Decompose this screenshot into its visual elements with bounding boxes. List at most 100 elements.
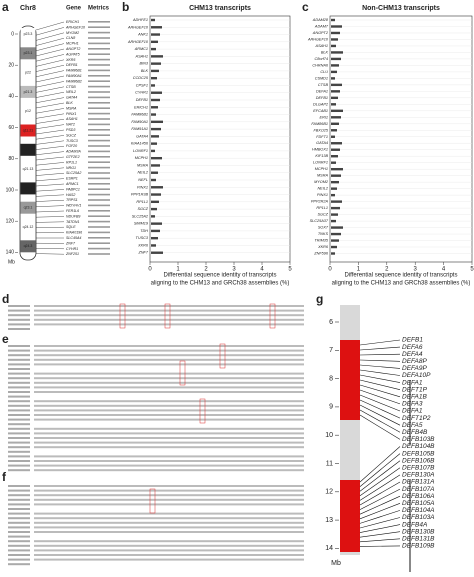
alignment-name — [8, 536, 30, 538]
gene-name: SMIM19 — [134, 222, 149, 226]
alignment-name — [8, 513, 30, 515]
dot-cluster — [151, 41, 158, 43]
band-label: q21.13 — [23, 167, 34, 171]
chrom-label: Chr8 — [20, 5, 36, 12]
dot-cluster — [331, 194, 335, 196]
alignment-name — [8, 508, 30, 510]
alignment-name — [8, 460, 30, 462]
dot-cluster — [151, 121, 163, 123]
gene-name: DEFA5 — [402, 422, 423, 429]
alignment-name — [8, 391, 30, 393]
metrics-placeholder — [88, 253, 110, 255]
gene-name: WDYHV1 — [66, 204, 81, 208]
dot-cluster — [151, 244, 156, 246]
gene-name: DEFB107B — [402, 465, 435, 472]
x-tick-label: 5 — [470, 267, 474, 273]
dot-cluster — [331, 51, 343, 53]
gene-name: TATDN1 — [66, 220, 79, 224]
metrics-placeholder — [88, 178, 110, 180]
metrics-placeholder — [88, 129, 110, 131]
mb-tick-label: 14 — [325, 545, 333, 552]
gene-name: TNKS — [318, 232, 329, 236]
metrics-placeholder — [88, 80, 110, 82]
gene-name: CHRNA6 — [312, 63, 329, 67]
gene-name: DEFA8P — [402, 358, 427, 365]
gene-name: CCDC25 — [133, 76, 149, 80]
gene-name: DEFB131B — [402, 536, 435, 543]
panel-label: a — [2, 0, 9, 14]
gene-name: FAM91A1 — [131, 127, 148, 131]
gene-name: DEFB103A — [402, 514, 435, 521]
gene-name: CLU — [320, 70, 328, 74]
dot-cluster — [331, 19, 335, 21]
alignment-seq — [34, 363, 304, 365]
metrics-placeholder — [88, 113, 110, 115]
alignment-name — [8, 485, 30, 487]
dot-cluster — [331, 187, 337, 189]
gene-name: SGCZ — [66, 133, 77, 137]
band-label: p23.3 — [24, 32, 33, 36]
gene-name: FER1L6 — [66, 209, 79, 213]
gene-name: LONRF1 — [133, 149, 148, 153]
alignment-name — [8, 350, 30, 352]
alignment-name — [8, 549, 30, 551]
gene-name: NEIL2 — [66, 90, 76, 94]
gene-name: SLC25A2 — [132, 214, 149, 218]
dot-cluster — [151, 19, 155, 21]
gene-name: RP1L1 — [316, 206, 328, 210]
metrics-placeholder — [88, 53, 110, 55]
mb-tick-label: 100 — [6, 187, 15, 193]
gene-name: MSRA — [137, 163, 148, 167]
dot-cluster — [151, 157, 162, 159]
alignment-seq — [34, 508, 304, 510]
alignment-name — [8, 314, 30, 316]
gene-name: KIAA0196 — [66, 231, 82, 235]
band-label: q24.12 — [23, 225, 34, 229]
alignment-name — [8, 409, 30, 411]
gene-name: HAS2 — [66, 193, 75, 197]
gene-name: PPP2R2A — [311, 200, 329, 204]
metrics-placeholder — [88, 194, 110, 196]
band-label: q11.21 — [23, 128, 33, 132]
alignment-seq — [34, 400, 304, 402]
alignment-name — [8, 354, 30, 356]
alignment-seq — [34, 522, 304, 524]
dot-cluster — [331, 252, 335, 254]
alignment-name — [8, 359, 30, 361]
metrics-placeholder — [88, 237, 110, 239]
gene-name: ARMC1 — [134, 47, 148, 51]
gene-name: CTSB — [66, 85, 76, 89]
alignment-seq — [34, 423, 304, 425]
alignment-seq — [34, 328, 304, 330]
panel-label: d — [2, 292, 9, 306]
gene-name: MCPH1 — [315, 167, 328, 171]
alignment-seq — [34, 359, 304, 361]
gene-name: MSRA — [66, 106, 77, 110]
column-header: Metrics — [88, 6, 110, 12]
dot-cluster — [331, 174, 341, 176]
dot-cluster — [331, 25, 342, 27]
gene-name: FGF20 — [66, 144, 77, 148]
gene-name: DEFB107A — [402, 486, 435, 493]
dot-cluster — [151, 164, 160, 166]
x-axis-label: Differential sequence identity of transc… — [164, 273, 277, 279]
alignment-seq — [34, 536, 304, 538]
dot-cluster — [331, 103, 336, 105]
metrics-placeholder — [88, 242, 110, 244]
gene-name: ASAH1 — [315, 44, 328, 48]
gene-name: DEFB105B — [402, 450, 435, 457]
mb-tick-label: 120 — [6, 219, 15, 225]
metrics-placeholder — [88, 97, 110, 99]
alignment-seq — [34, 432, 304, 434]
band-label: p23.1 — [24, 51, 33, 55]
gene-name: ANGPT2 — [65, 47, 80, 51]
alignment-seq — [34, 442, 304, 444]
alignment-seq — [34, 314, 304, 316]
gene-name: ERI1 — [320, 115, 328, 119]
gene-name: MYOM2 — [66, 31, 79, 35]
dot-cluster — [331, 162, 336, 164]
gene-name: MCPH1 — [135, 156, 148, 160]
alignment-name — [8, 531, 30, 533]
gene-name: PABPC1 — [66, 187, 80, 191]
region-segment — [340, 340, 360, 420]
